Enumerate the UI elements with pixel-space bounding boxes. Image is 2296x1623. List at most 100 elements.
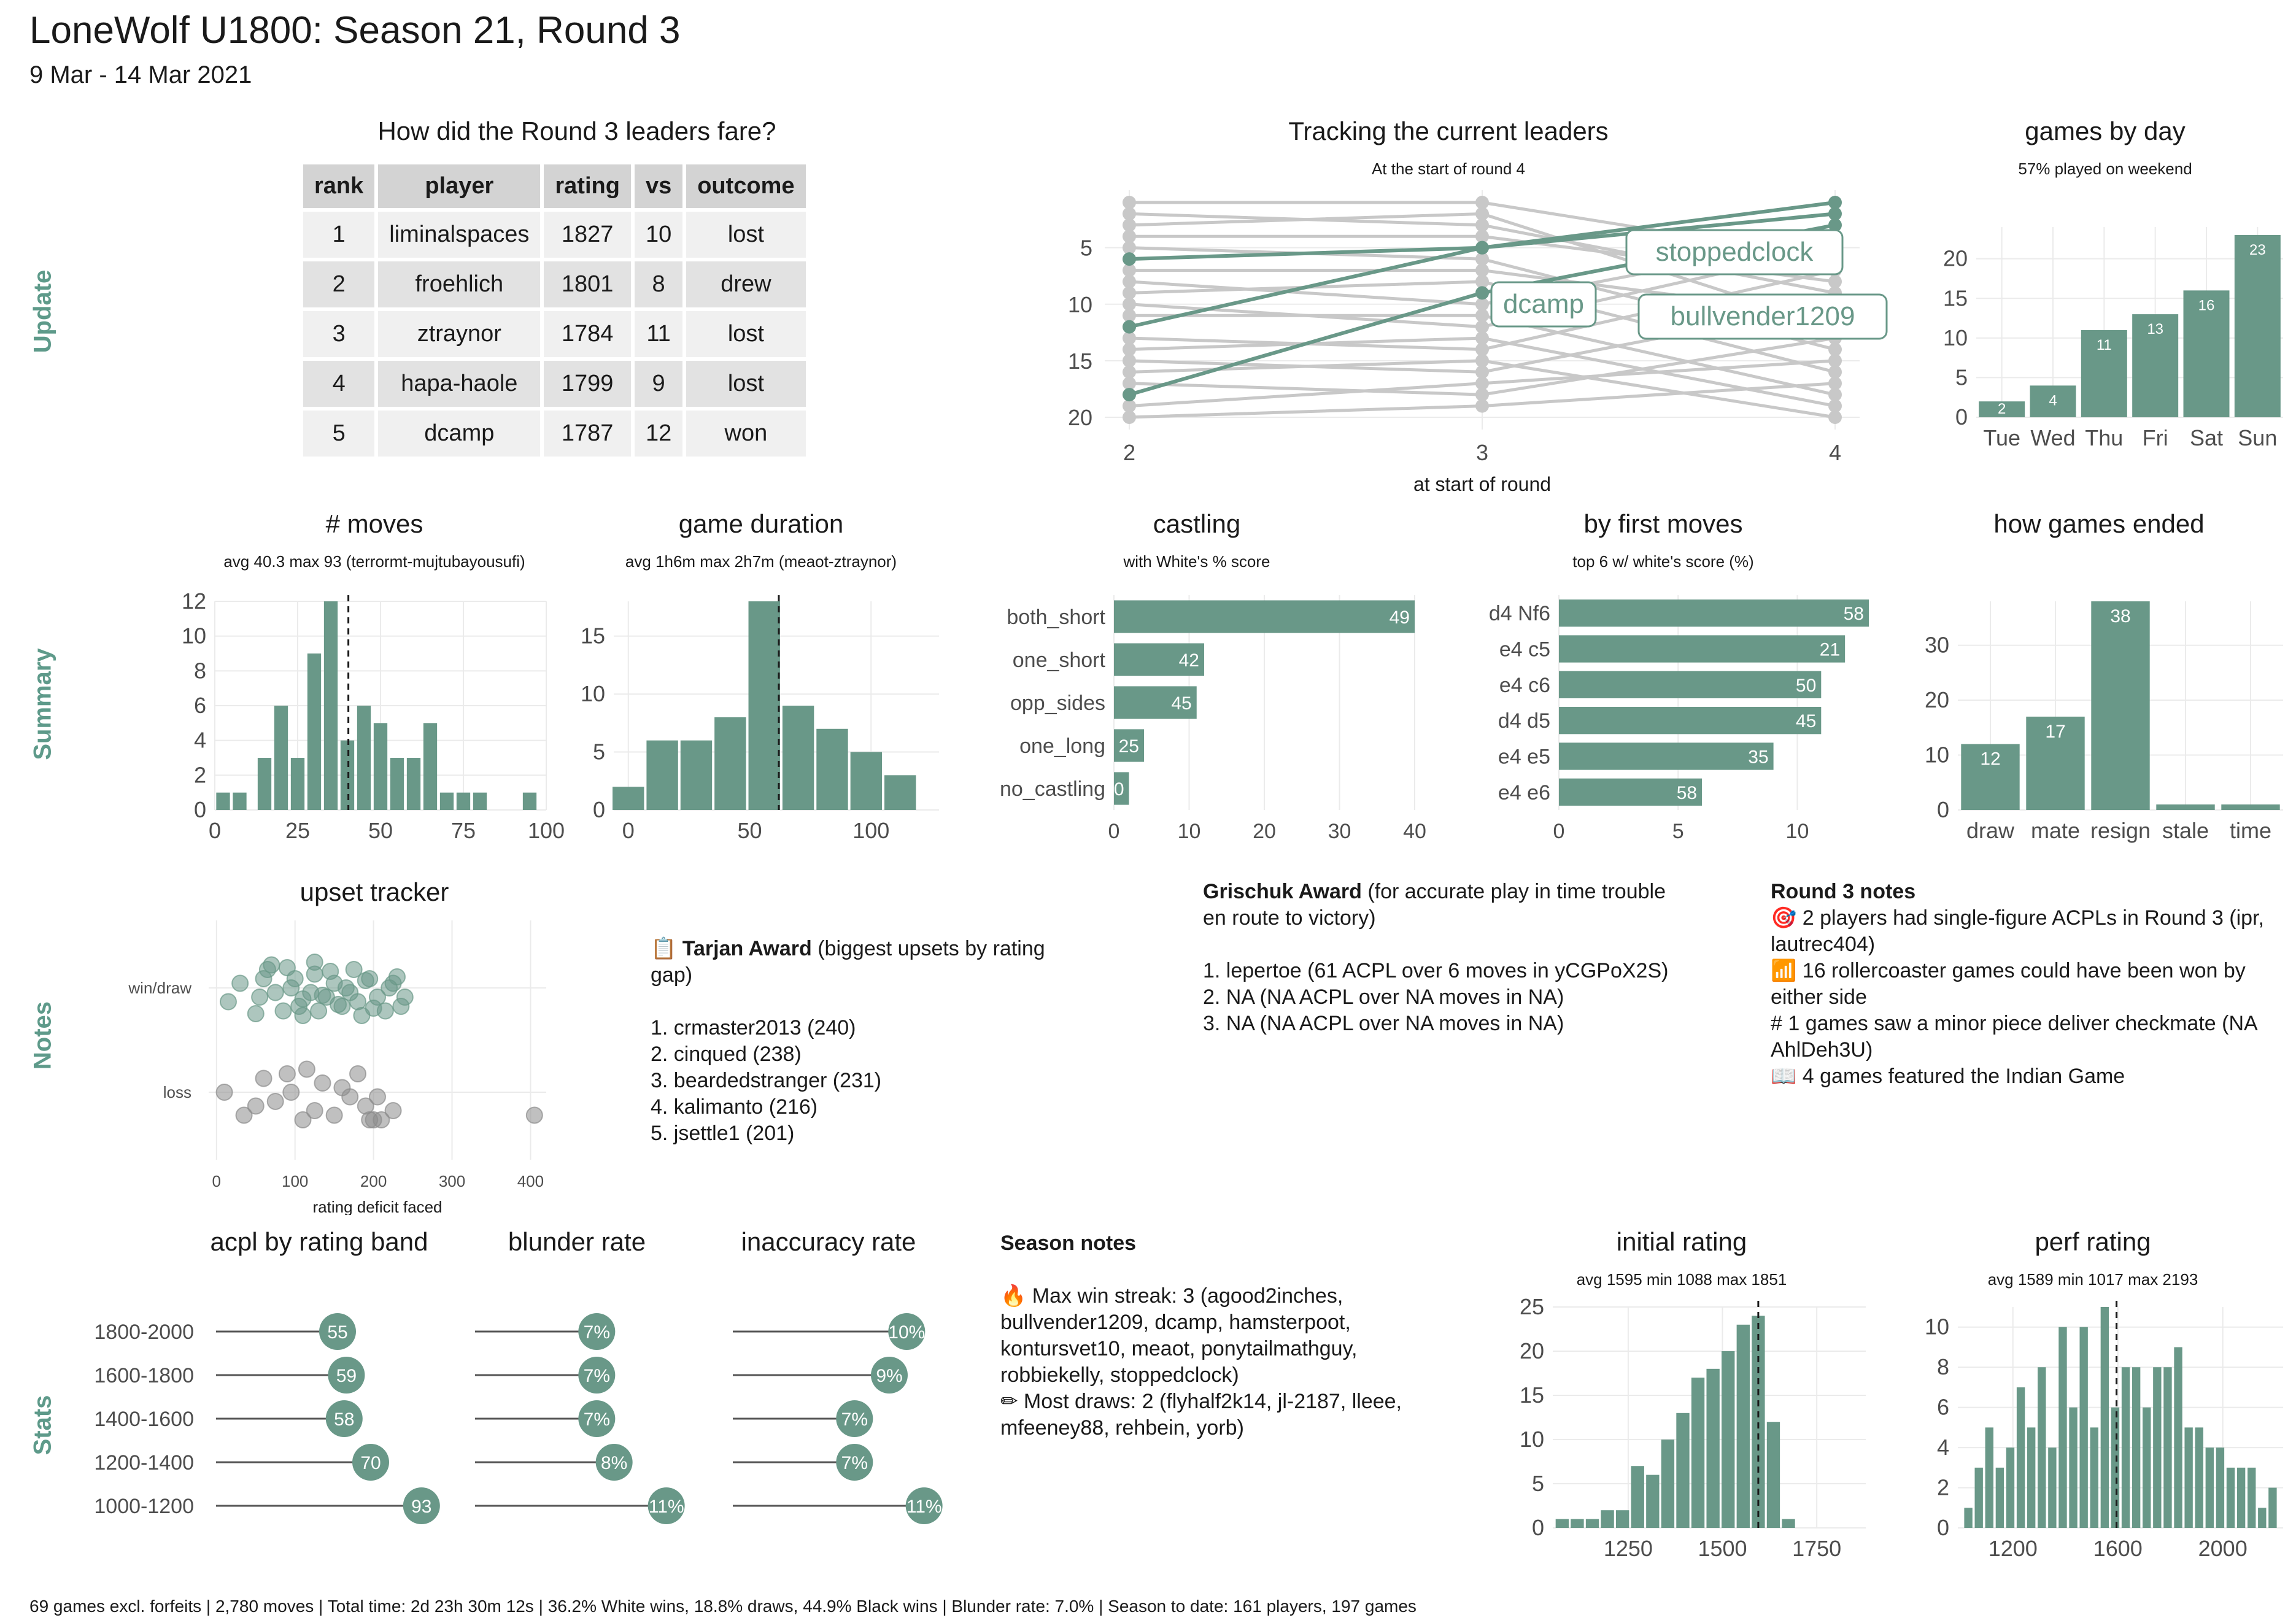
bar-data-label: 35 [1748, 747, 1768, 768]
bar [2048, 1448, 2057, 1528]
bar [2132, 314, 2179, 417]
x-tick-label: 100 [852, 818, 889, 843]
y-tick-label: 30 [1925, 633, 1949, 658]
bar [680, 740, 713, 810]
bar [2174, 1347, 2182, 1528]
table-cell: 1801 [544, 261, 631, 307]
chart-title: inaccuracy rate [741, 1227, 916, 1256]
bar [1964, 1508, 1973, 1528]
chart-title: upset tracker [300, 877, 449, 906]
scatter-point [219, 993, 237, 1011]
series-point [1475, 297, 1489, 311]
bar [2091, 601, 2150, 810]
series-point [1123, 218, 1136, 232]
series-point [1123, 297, 1136, 311]
lollipop-dot [328, 1357, 365, 1394]
bar [406, 758, 421, 810]
tarjan-desc: (biggest upsets by rating gap) [651, 937, 1051, 987]
bar [1559, 742, 1774, 770]
scatter-point [349, 1065, 367, 1082]
bar [1646, 1475, 1660, 1528]
bar [2143, 1407, 2151, 1528]
dot-data-label: 7% [584, 1409, 610, 1430]
scatter-point [278, 1065, 296, 1082]
table-row: 5 dcamp 1787 12 won [303, 411, 806, 457]
tarjan-title: Tarjan Award [682, 937, 812, 960]
bar [2081, 330, 2127, 417]
bar-data-label: 11 [2097, 337, 2112, 353]
dot-data-label: 11% [649, 1497, 684, 1517]
table-cell: 3 [303, 311, 375, 357]
x-tick-label: Sat [2190, 425, 2223, 450]
bar [816, 728, 848, 810]
series-point [1475, 309, 1489, 323]
y-tick-label: loss [163, 1083, 191, 1101]
table-cell: 2 [303, 261, 375, 307]
bar [390, 758, 404, 810]
bar [1722, 1351, 1735, 1528]
series-label-box [1625, 229, 1844, 276]
lollipop-dot [578, 1313, 616, 1350]
bar [439, 792, 454, 810]
x-tick-label: 1500 [1698, 1536, 1747, 1561]
series-point [1828, 353, 1842, 368]
bar [2226, 1467, 2235, 1528]
dot-data-label: 55 [327, 1322, 347, 1343]
series-point [1475, 365, 1489, 379]
bar [340, 740, 355, 810]
list-item: 📖 4 games featured the Indian Game [1771, 1065, 2125, 1088]
lollipop-dot [595, 1444, 633, 1481]
list-item: 4. kalimanto (216) [651, 1095, 818, 1119]
y-tick-label: e4 c5 [1499, 638, 1550, 661]
list-item: # 1 games saw a minor piece deliver chec… [1771, 1012, 2262, 1062]
y-tick-label: opp_sides [1010, 692, 1105, 715]
bar [2163, 1367, 2172, 1528]
scatter-point [365, 1000, 382, 1017]
dot-data-label: 9% [876, 1366, 902, 1386]
x-tick-label: 2 [1123, 440, 1135, 465]
bar [2100, 1307, 2109, 1528]
bar [2090, 1427, 2098, 1528]
bar [274, 706, 288, 810]
scatter-point [255, 970, 273, 987]
dot-data-label: 10% [888, 1322, 925, 1343]
list-item: 2. NA (NA ACPL over NA moves in NA) [1203, 985, 1564, 1009]
series-point [1475, 263, 1489, 277]
acpl-band-chart: acpl by rating band 55 1800-2000 59 1600-180… [94, 1227, 440, 1524]
bar [2026, 716, 2085, 810]
grischuk-desc: (for accurate play in time trouble en ro… [1203, 880, 1672, 930]
bar-data-label: 2 [1998, 401, 2006, 417]
y-tick-label: both_short [1007, 606, 1105, 629]
bar [748, 601, 780, 810]
chart-subtitle: top 6 w/ white's score (%) [1572, 552, 1753, 571]
series-point [1475, 353, 1489, 368]
bar [2058, 1327, 2067, 1528]
list-item: 2. cinqued (238) [651, 1043, 802, 1066]
series-point [1828, 376, 1842, 390]
lollipop-dot [647, 1487, 685, 1524]
lollipop-dot [578, 1357, 616, 1394]
bar [2205, 1448, 2214, 1528]
y-tick-label: d4 d5 [1498, 709, 1550, 733]
list-item: 1. crmaster2013 (240) [651, 1016, 856, 1039]
bar [1766, 1422, 1780, 1528]
bar [1706, 1368, 1720, 1528]
x-tick-label: Thu [2085, 425, 2123, 450]
bar-data-label: 4 [2049, 392, 2057, 409]
bar-data-label: 45 [1796, 711, 1816, 731]
bar [2006, 1448, 2015, 1528]
y-tick-label: no_castling [1000, 777, 1105, 801]
season-notes-list: 🔥 Max win streak: 3 (agood2inches, bullv… [1000, 1283, 1430, 1441]
scatter-point [381, 979, 398, 997]
x-tick-label: 50 [737, 818, 762, 843]
bar-data-label: 25 [1119, 736, 1139, 757]
perf-rating-histogram: perf rating avg 1589 min 1017 max 2193 0 2 4… [1925, 1227, 2283, 1561]
x-tick-label: mate [2031, 818, 2080, 843]
y-tick-label: 2 [1937, 1475, 1949, 1500]
table-row: 2 froehlich 1801 8 drew [303, 261, 806, 307]
scatter-point [373, 1111, 390, 1128]
lollipop-dot [888, 1313, 926, 1350]
x-tick-label: Wed [2030, 425, 2075, 450]
bar [1559, 778, 1703, 806]
bar [2258, 1508, 2267, 1528]
